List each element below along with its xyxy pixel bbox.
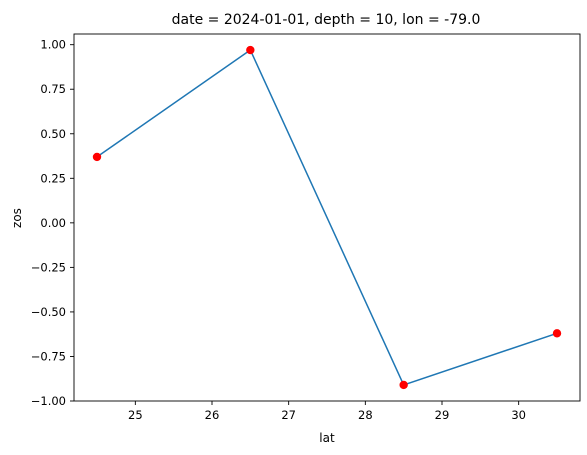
- plot-frame: [73, 33, 581, 402]
- y-tick-label: −0.25: [31, 260, 66, 274]
- y-tick-label: 0.50: [40, 127, 66, 141]
- x-axis: 25 26 27 28 29 30: [128, 401, 526, 422]
- y-tick-label: 0.00: [40, 216, 66, 230]
- y-tick-label: −0.75: [31, 349, 66, 363]
- y-tick-label: 0.75: [40, 82, 66, 96]
- y-tick-label: −1.00: [31, 394, 66, 408]
- x-tick-label: 29: [435, 408, 450, 422]
- x-tick-label: 27: [281, 408, 296, 422]
- x-tick-label: 28: [358, 408, 373, 422]
- y-tick-label: 0.25: [40, 171, 66, 185]
- y-axis-label: zos: [10, 208, 24, 228]
- x-tick-label: 26: [205, 408, 220, 422]
- data-point: [246, 45, 255, 55]
- series-line: [96, 48, 558, 386]
- x-tick-label: 25: [128, 408, 143, 422]
- y-tick-label: −0.50: [31, 305, 66, 319]
- data-point: [399, 380, 408, 390]
- y-tick-label: 1.00: [40, 38, 66, 52]
- x-tick-label: 30: [511, 408, 526, 422]
- data-point: [552, 329, 562, 338]
- y-axis: 1.00 0.75 0.50 0.25 0.00 −0.25 −0.50 −0.75 −1.00: [31, 38, 74, 408]
- data-point: [92, 152, 102, 162]
- chart-title: date = 2024-01-01, depth = 10, lon = -79…: [172, 12, 481, 28]
- series-layer: [92, 45, 562, 390]
- x-axis-label: lat: [319, 431, 335, 445]
